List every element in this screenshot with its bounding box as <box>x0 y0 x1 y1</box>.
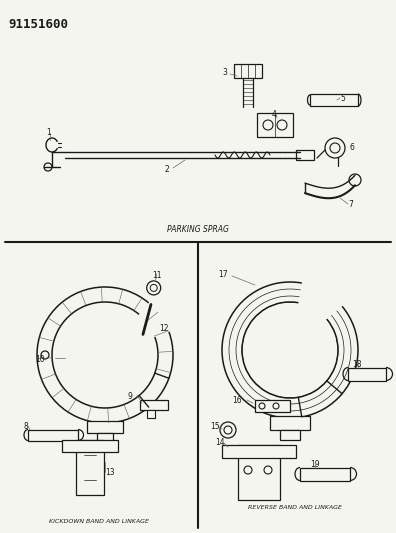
Text: 4: 4 <box>272 110 277 119</box>
Text: 14: 14 <box>215 438 225 447</box>
Bar <box>140 400 168 410</box>
Bar <box>87 421 123 433</box>
Text: 5: 5 <box>340 94 345 103</box>
Text: 16: 16 <box>232 396 242 405</box>
Bar <box>255 400 290 412</box>
Text: REVERSE BAND AND LINKAGE: REVERSE BAND AND LINKAGE <box>248 505 342 510</box>
Bar <box>62 440 118 452</box>
Text: 1: 1 <box>46 128 51 137</box>
Text: 9: 9 <box>128 392 133 401</box>
Text: 11: 11 <box>152 271 161 280</box>
Bar <box>270 416 310 430</box>
Text: 17: 17 <box>218 270 228 279</box>
Text: 7: 7 <box>348 200 353 209</box>
Bar <box>234 64 262 78</box>
Text: 8: 8 <box>24 422 29 431</box>
Bar <box>348 368 386 381</box>
Text: 18: 18 <box>352 360 362 369</box>
Bar <box>76 440 104 495</box>
Text: 3: 3 <box>222 68 227 77</box>
Text: 2: 2 <box>165 165 170 174</box>
Bar <box>280 430 300 440</box>
Text: 6: 6 <box>350 143 355 152</box>
Bar <box>257 113 293 137</box>
Bar <box>310 94 358 106</box>
Text: 91151600: 91151600 <box>8 18 68 31</box>
Text: 19: 19 <box>310 460 320 469</box>
Bar <box>28 430 78 441</box>
Bar <box>97 433 113 441</box>
Text: 10: 10 <box>35 355 45 364</box>
Text: PARKING SPRAG: PARKING SPRAG <box>167 225 229 234</box>
Text: KICKDOWN BAND AND LINKAGE: KICKDOWN BAND AND LINKAGE <box>49 519 149 524</box>
Bar <box>147 410 155 418</box>
Bar <box>300 468 350 481</box>
Bar <box>238 445 280 500</box>
Text: 13: 13 <box>105 468 114 477</box>
Bar <box>222 445 296 458</box>
Text: 15: 15 <box>210 422 220 431</box>
Bar <box>296 150 314 160</box>
Text: 12: 12 <box>159 325 168 334</box>
